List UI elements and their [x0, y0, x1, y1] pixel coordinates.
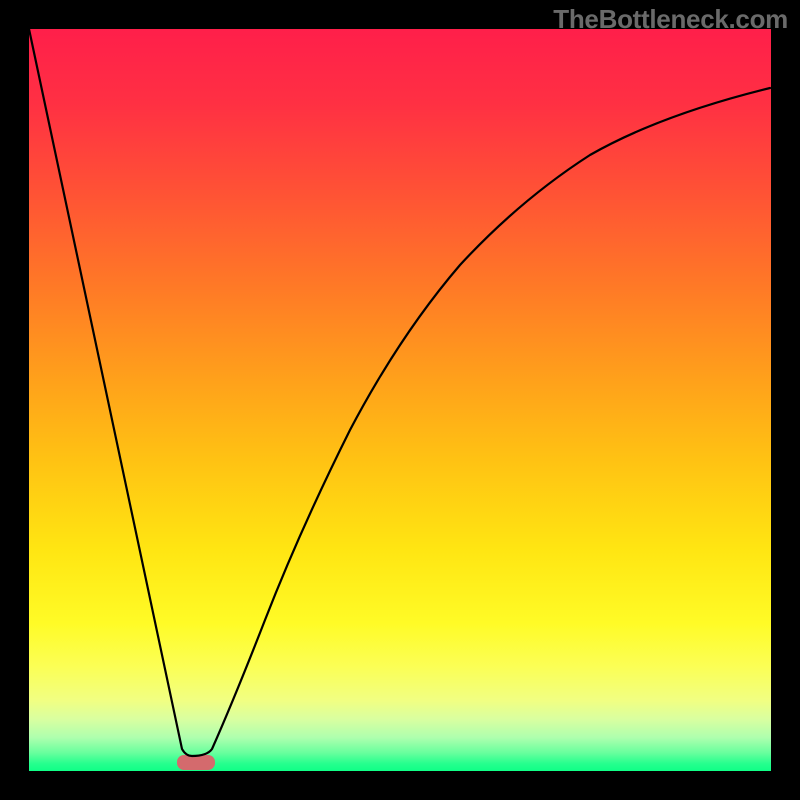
watermark-text: TheBottleneck.com: [553, 4, 788, 35]
plot-area: [29, 29, 771, 771]
minimum-marker: [177, 755, 215, 770]
chart-container: TheBottleneck.com: [0, 0, 800, 800]
chart-svg: [0, 0, 800, 800]
